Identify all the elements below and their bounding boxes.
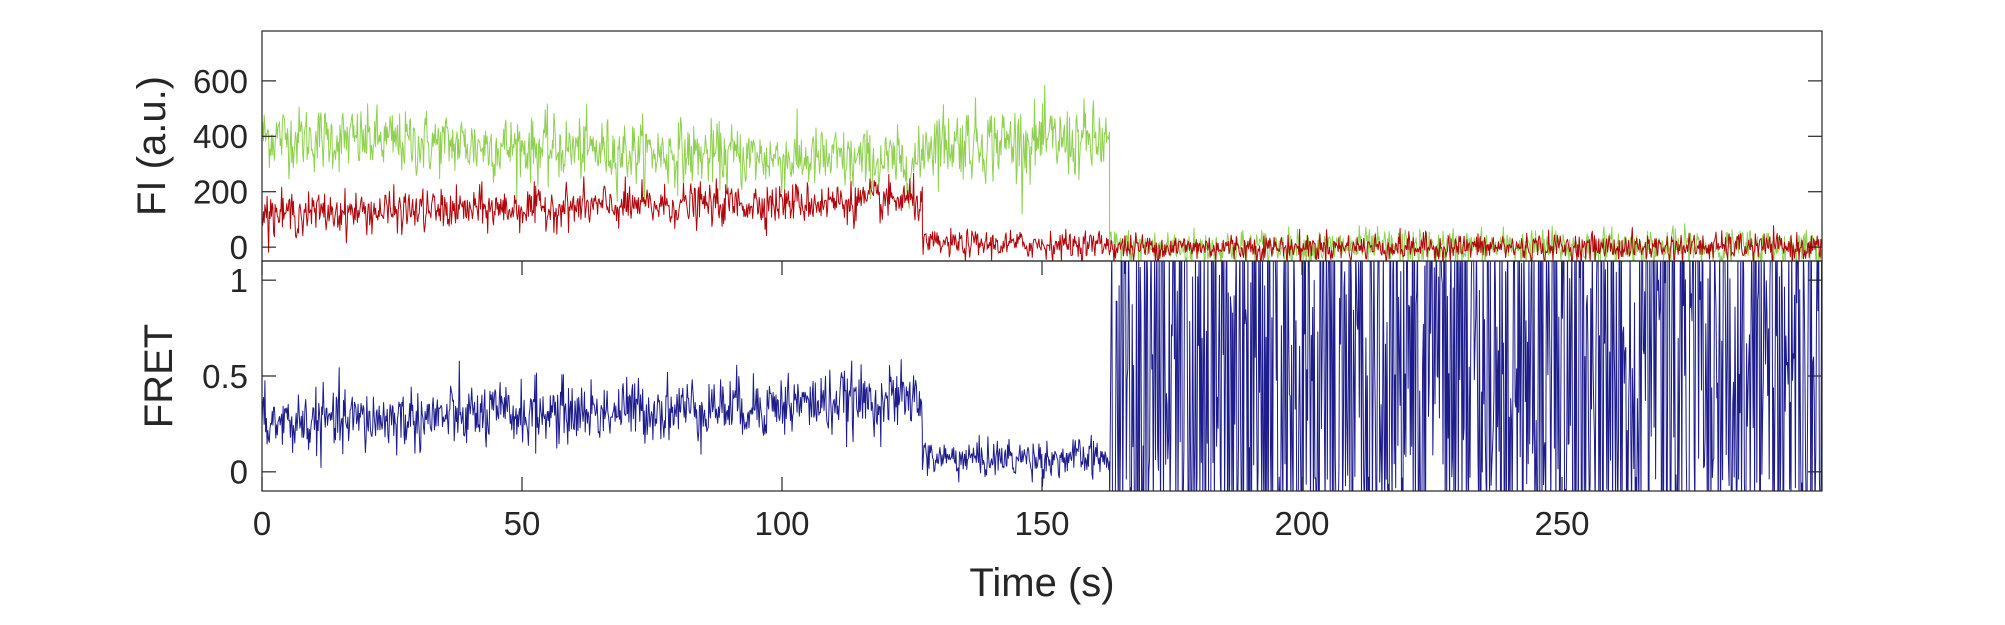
y-tick-label: 0.5 (202, 358, 248, 395)
fluorescence-panel: 0 200 400 600 FI (a.u.) (130, 30, 1823, 266)
y-tick-label: 0 (230, 229, 248, 266)
x-tick-label: 200 (1274, 505, 1329, 542)
y-tick-label: 600 (193, 63, 248, 100)
y-tick-label: 0 (230, 454, 248, 491)
series-0-0-line (262, 84, 1822, 261)
fluorescence-y-axis-label: FI (a.u.) (130, 76, 174, 216)
x-tick-label: 250 (1534, 505, 1589, 542)
x-axis-label: Time (s) (969, 561, 1114, 605)
fret-y-axis-label: FRET (137, 324, 181, 428)
y-tick-label: 200 (193, 174, 248, 211)
x-tick-label: 150 (1014, 505, 1069, 542)
y-tick-label: 1 (230, 262, 248, 299)
series-0-1-line (262, 172, 1822, 261)
x-tick-label: 0 (253, 505, 271, 542)
fret-panel: 0 0.5 1 0 50 100 150 200 250 FRET Time (s) (137, 260, 1823, 605)
series-1-0-line (262, 261, 1822, 491)
x-tick-label: 100 (754, 505, 809, 542)
x-tick-label: 50 (504, 505, 541, 542)
y-tick-label: 400 (193, 118, 248, 155)
